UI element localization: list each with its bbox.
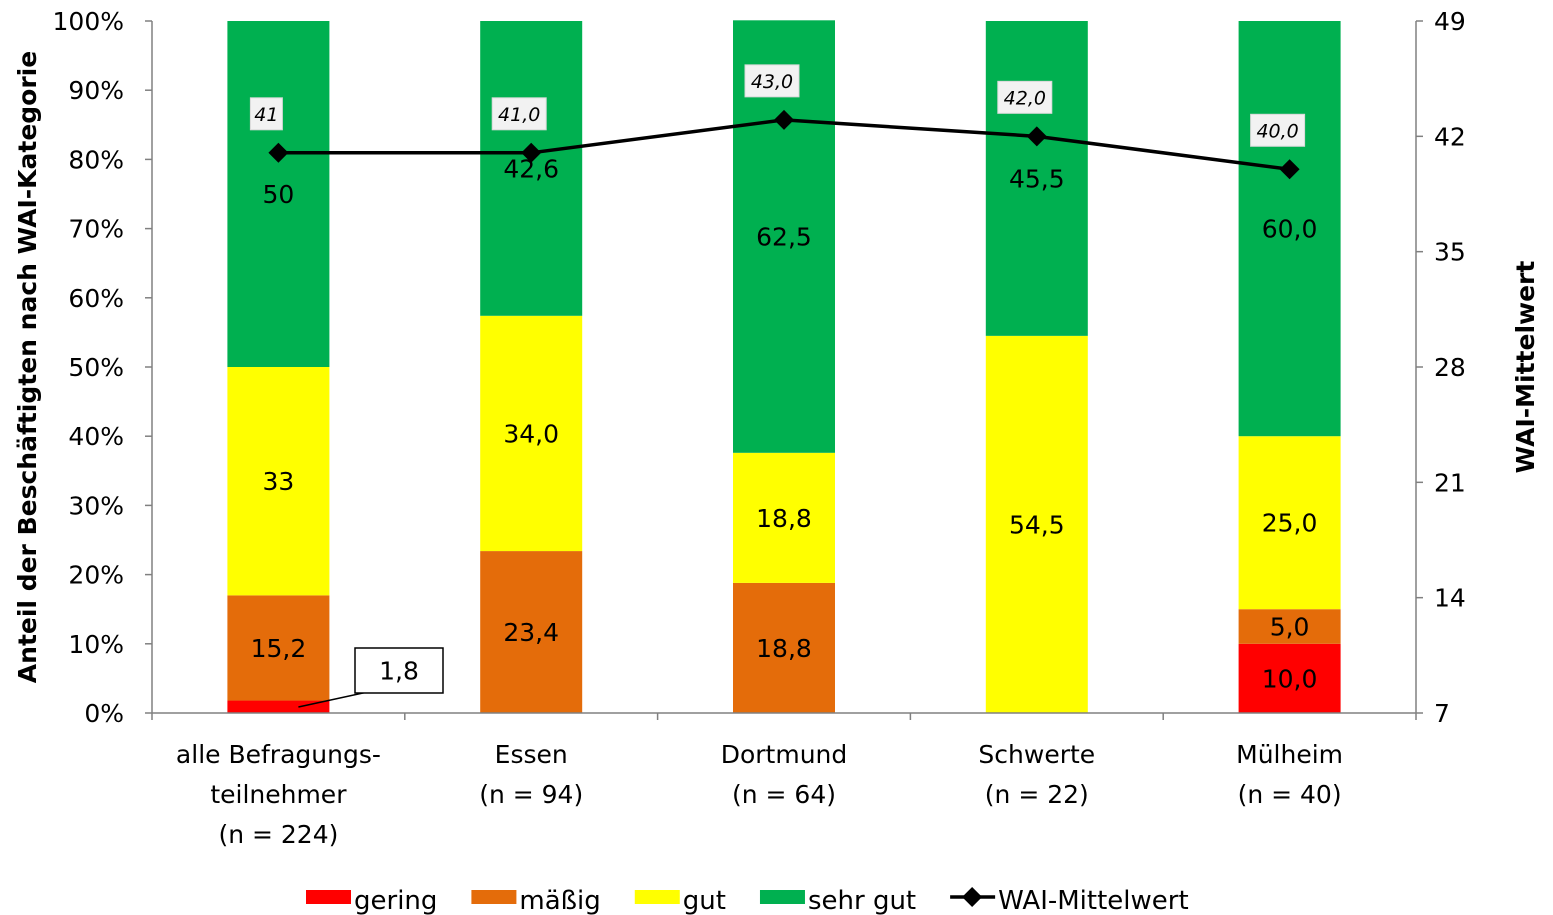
x-tick-label-line: (n = 224) (218, 820, 338, 849)
data-label: 34,0 (503, 419, 559, 448)
y2-tick-label: 28 (1434, 353, 1466, 382)
legend-swatch-gut (634, 890, 680, 904)
x-tick-label: Dortmund (n = 64) (721, 740, 848, 809)
line-label-box (1250, 113, 1306, 147)
legend-line-marker (962, 887, 983, 907)
y2-tick-label: 14 (1434, 584, 1466, 613)
y-tick-label: 40% (68, 422, 124, 451)
bar-segment-gut (480, 315, 583, 552)
legend-label: WAI-Mittelwert (998, 886, 1189, 915)
bar-segment-gering (227, 700, 330, 713)
x-tick-label: alle Befragungs-teilnehmer (n = 224) (176, 740, 381, 849)
line-point (521, 142, 542, 163)
data-label: 18,8 (756, 634, 812, 663)
y-tick-label: 10% (68, 630, 124, 659)
bar-segment-gut (1238, 436, 1341, 610)
bar-segment-sehr-gut (985, 21, 1088, 336)
y-tick-label: 0% (84, 699, 124, 728)
line-data-label: 41 (254, 104, 278, 126)
line-label-box (249, 97, 283, 131)
data-label: 15,2 (251, 634, 307, 663)
y-tick-label: 90% (68, 76, 124, 105)
line-data-label: 41,0 (498, 104, 540, 126)
bar-segment-gut (227, 367, 330, 596)
bar-segment-mäßig (227, 595, 330, 701)
x-tick-label-line: (n = 22) (985, 780, 1089, 809)
data-label: 1,8 (379, 657, 419, 686)
line-label-box (744, 64, 800, 98)
bar-segment-sehr-gut (227, 21, 330, 367)
data-label: 25,0 (1262, 509, 1318, 538)
x-tick-label: Mülheim (n = 40) (1236, 740, 1343, 809)
x-tick-label-line: (n = 40) (1238, 780, 1342, 809)
x-tick-label: Essen (n = 94) (479, 740, 583, 809)
y2-tick-label: 35 (1434, 238, 1466, 267)
data-label: 23,4 (503, 618, 559, 647)
x-tick-label-line: Mülheim (1236, 740, 1343, 769)
y2-axis-title: WAI-Mittelwert (1511, 261, 1540, 474)
line-label-box (491, 97, 547, 131)
x-tick-label-line: (n = 64) (732, 780, 836, 809)
bar-segment-gering (1238, 643, 1341, 713)
x-tick-label: Schwerte (n = 22) (978, 740, 1095, 809)
y-tick-label: 60% (68, 284, 124, 313)
line-point (1026, 126, 1047, 147)
legend-label: sehr gut (808, 886, 916, 915)
y-axis-title: Anteil der Beschäftigten nach WAI-Katego… (13, 51, 42, 683)
legend-label: gering (354, 886, 437, 915)
x-tick-label-line: Dortmund (721, 740, 848, 769)
bar-segment-mäßig (733, 582, 835, 713)
line-data-label: 42,0 (1004, 87, 1046, 109)
line-data-label: 40,0 (1256, 120, 1298, 142)
legend-swatch-mäßig (471, 890, 517, 904)
y2-tick-label: 49 (1434, 7, 1466, 36)
data-label: 54,5 (1009, 510, 1065, 539)
bar-segment-mäßig (480, 551, 583, 713)
bar-segment-gut (733, 452, 835, 583)
data-label: 33 (262, 467, 294, 496)
y2-tick-label: 7 (1434, 699, 1450, 728)
legend-swatch-sehr-gut (759, 890, 805, 904)
bar-segment-gut (985, 335, 1088, 713)
legend-label: mäßig (519, 886, 600, 915)
line-point (774, 109, 794, 130)
x-tick-label-line: alle Befragungs- (176, 740, 381, 769)
legend-swatch-gering (306, 890, 351, 904)
bar-segment-mäßig (1238, 609, 1341, 644)
x-tick-label-line: teilnehmer (210, 780, 347, 809)
data-label: 10,0 (1262, 664, 1318, 693)
y2-tick-label: 42 (1434, 122, 1466, 151)
x-tick-label-line: Schwerte (978, 740, 1095, 769)
data-label: 5,0 (1270, 613, 1310, 642)
y-tick-label: 50% (68, 353, 124, 382)
y-tick-label: 80% (68, 145, 124, 174)
y-tick-label: 20% (68, 561, 124, 590)
data-label: 60,0 (1262, 215, 1318, 244)
y2-tick-label: 21 (1434, 468, 1466, 497)
data-label: 18,8 (756, 504, 812, 533)
line-label-box (997, 80, 1053, 114)
data-label: 62,5 (756, 223, 812, 252)
line-data-label: 43,0 (751, 71, 793, 93)
x-tick-label-line: Essen (495, 740, 568, 769)
bar-segment-sehr-gut (1238, 21, 1341, 437)
y-tick-label: 30% (68, 491, 124, 520)
line-point (1279, 159, 1300, 180)
data-label: 45,5 (1009, 164, 1065, 193)
y-tick-label: 100% (53, 7, 124, 36)
line-point (268, 142, 289, 163)
y-tick-label: 70% (68, 215, 124, 244)
legend-label: gut (683, 886, 726, 915)
data-label: 50 (262, 180, 294, 209)
bar-segment-sehr-gut (480, 21, 583, 316)
callout-box (354, 647, 444, 694)
x-tick-label-line: (n = 94) (479, 780, 583, 809)
